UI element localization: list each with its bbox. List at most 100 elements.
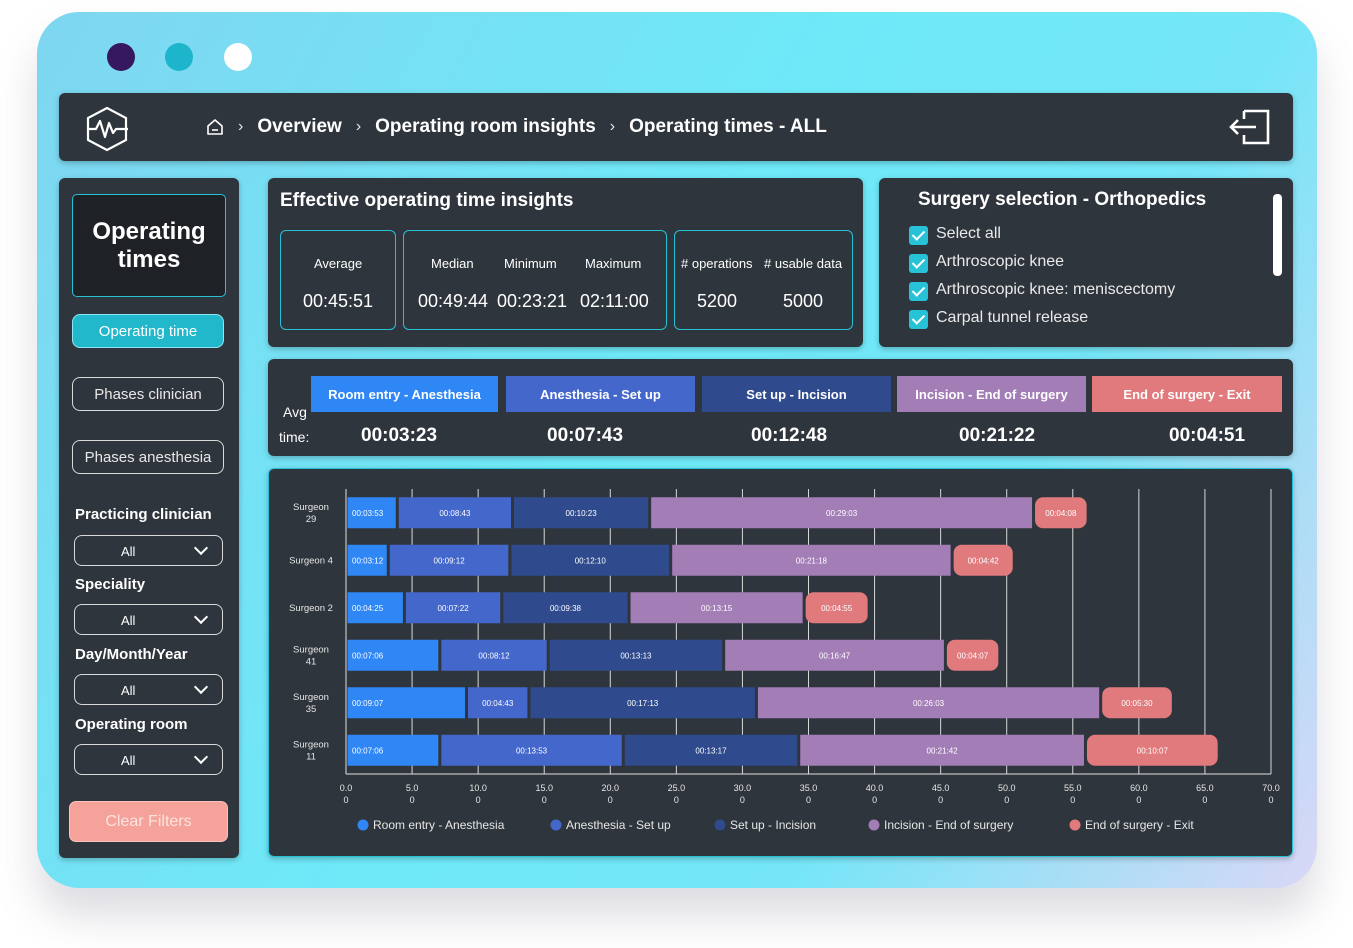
x-tick-label: 45.0	[932, 783, 950, 793]
meniscectomy-checkbox[interactable]	[909, 282, 928, 301]
x-tick-label: 70.0	[1262, 783, 1280, 793]
y-category-label: Surgeon 2	[289, 603, 333, 614]
bar-data-label: 00:13:53	[516, 746, 548, 755]
surgery-selection-title: Surgery selection - Orthopedics	[918, 189, 1207, 210]
arthroscopic-knee-checkbox[interactable]	[909, 254, 928, 273]
x-tick-label: 0.0	[340, 783, 353, 793]
operations-value: 5200	[697, 291, 738, 311]
average-label: Average	[314, 256, 363, 271]
breadcrumb-operating-room-insights[interactable]: Operating room insights	[375, 116, 596, 137]
phase-incision-end[interactable]: Incision - End of surgery	[897, 376, 1086, 412]
phase-room-entry-anesthesia[interactable]: Room entry - Anesthesia	[311, 376, 498, 412]
x-tick-sublabel: 0	[674, 795, 679, 805]
phase-anesthesia-setup[interactable]: Anesthesia - Set up	[506, 376, 695, 412]
bar-data-label: 00:04:25	[352, 604, 384, 613]
surgery-list-scrollbar[interactable]	[1273, 194, 1282, 276]
bar-segment	[503, 592, 628, 624]
date-select[interactable]: All	[74, 674, 223, 705]
window-dot-minimize[interactable]	[165, 43, 193, 71]
bar-data-label: 00:07:06	[352, 651, 384, 660]
bar-segment	[441, 734, 622, 766]
clear-filters-button[interactable]: Clear Filters	[69, 801, 228, 842]
bar-segment	[1086, 734, 1218, 766]
bar-segment	[1102, 687, 1172, 719]
phase-time-room-entry: 00:03:23	[361, 425, 438, 446]
carpal-tunnel-label: Carpal tunnel release	[936, 309, 1089, 326]
window-dot-close[interactable]	[107, 43, 135, 71]
bar-segment	[347, 639, 439, 671]
bar-data-label: 00:21:18	[796, 556, 828, 565]
average-box	[280, 230, 396, 330]
insights-panel	[268, 178, 863, 347]
x-tick-sublabel: 0	[872, 795, 877, 805]
operations-label: # operations	[681, 256, 753, 271]
bar-segment	[630, 592, 803, 624]
phases-anesthesia-button[interactable]: Phases anesthesia	[72, 440, 224, 474]
y-category-label: Surgeon 29	[293, 502, 329, 525]
chevron-right-icon: ›	[238, 118, 244, 135]
x-tick-sublabel: 0	[542, 795, 547, 805]
bar-data-label: 00:16:47	[819, 651, 851, 660]
maximum-label: Maximum	[585, 256, 642, 271]
x-tick-sublabel: 0	[1202, 795, 1207, 805]
window-dot-maximize[interactable]	[224, 43, 252, 71]
phase-time-setup-incision: 00:12:48	[751, 425, 828, 446]
select-all-checkbox[interactable]	[909, 226, 928, 245]
heart-monitor-hexagon-icon[interactable]	[84, 106, 130, 152]
bar-segment	[805, 592, 868, 624]
x-tick-sublabel: 0	[608, 795, 613, 805]
average-value: 00:45:51	[303, 291, 374, 311]
median-label: Median	[431, 256, 474, 271]
phases-clinician-button[interactable]: Phases clinician	[72, 377, 224, 411]
home-icon[interactable]	[206, 118, 224, 136]
bar-data-label: 00:04:55	[821, 604, 853, 613]
logout-icon[interactable]	[1228, 107, 1272, 147]
breadcrumb-overview[interactable]: Overview	[257, 116, 342, 137]
bar-data-label: 00:08:43	[439, 509, 471, 518]
bar-data-label: 00:03:53	[352, 509, 384, 518]
phase-time-anesthesia-setup: 00:07:43	[547, 425, 624, 446]
practicing-clinician-select[interactable]: All	[74, 535, 223, 566]
y-category-label: Surgeon 4	[289, 555, 333, 566]
bar-segment	[725, 639, 944, 671]
x-tick-sublabel: 0	[740, 795, 745, 805]
bar-data-label: 00:10:23	[566, 509, 598, 518]
date-label: Day/Month/Year	[75, 646, 188, 663]
bar-segment	[347, 734, 439, 766]
phase-time-end-exit: 00:04:51	[1169, 425, 1246, 446]
chevron-down-icon	[193, 679, 209, 695]
bar-data-label: 00:05:30	[1121, 699, 1153, 708]
bar-segment	[624, 734, 798, 766]
insights-title: Effective operating time insights	[280, 190, 574, 211]
bar-segment	[549, 639, 723, 671]
x-tick-label: 30.0	[734, 783, 752, 793]
operating-time-button[interactable]: Operating time	[72, 314, 224, 348]
bar-data-label: 00:13:13	[620, 651, 652, 660]
chart-panel: 0.0 0 5.0 0 10.0 0 15.0 0 20.0 0 25.0 0 30.0 0 35.0 0 40…	[268, 468, 1293, 857]
x-tick-label: 35.0	[800, 783, 818, 793]
top-bar	[59, 93, 1293, 161]
phase-setup-incision[interactable]: Set up - Incision	[702, 376, 891, 412]
distribution-box	[403, 230, 667, 330]
speciality-select[interactable]: All	[74, 604, 223, 635]
breadcrumb: › Overview › Operating room insights › O…	[206, 93, 827, 161]
practicing-clinician-label: Practicing clinician	[75, 506, 212, 523]
carpal-tunnel-checkbox[interactable]	[909, 310, 928, 329]
usable-data-label: # usable data	[764, 256, 843, 271]
legend-label: Incision - End of surgery	[884, 818, 1013, 832]
x-tick-sublabel: 0	[938, 795, 943, 805]
legend-marker	[357, 819, 369, 831]
chevron-down-icon	[193, 609, 209, 625]
bar-data-label: 00:13:17	[695, 746, 727, 755]
bar-segment	[946, 639, 999, 671]
legend-label: Room entry - Anesthesia	[373, 818, 505, 832]
bar-data-label: 00:08:12	[478, 651, 510, 660]
maximum-value: 02:11:00	[580, 291, 649, 311]
meniscectomy-label: Arthroscopic knee: meniscectomy	[936, 281, 1176, 298]
bar-segment	[672, 544, 951, 576]
phase-end-exit[interactable]: End of surgery - Exit	[1092, 376, 1282, 412]
operating-room-select[interactable]: All	[74, 744, 223, 775]
phase-time-incision-end: 00:21:22	[959, 425, 1036, 446]
bar-data-label: 00:21:42	[927, 746, 959, 755]
select-value: All	[121, 544, 136, 559]
